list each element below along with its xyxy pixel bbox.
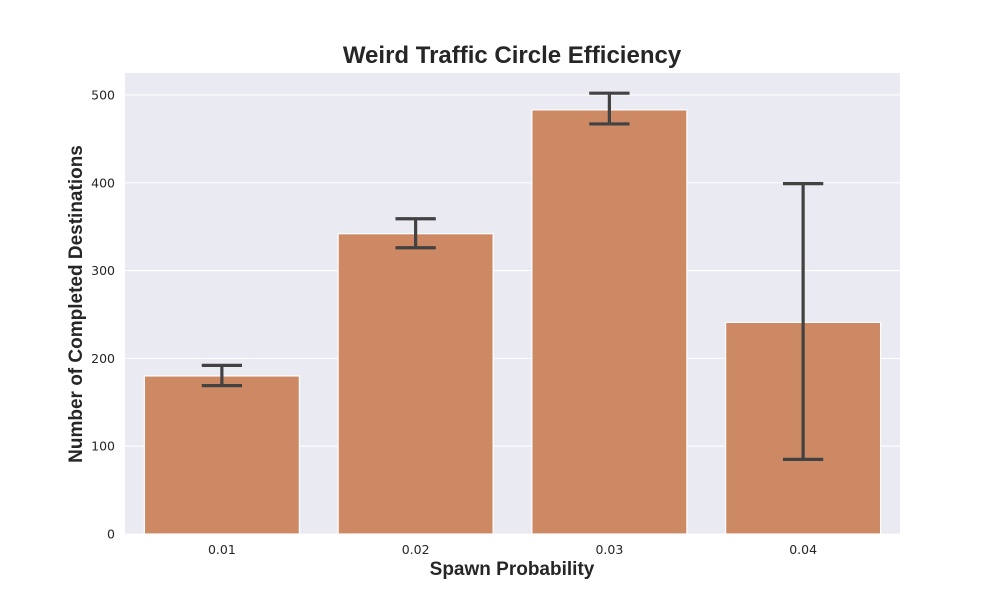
error-bars	[201, 91, 824, 461]
y-axis-label: Number of Completed Destinations	[66, 145, 87, 463]
x-tick-label: 0.01	[208, 542, 236, 557]
y-tick-label: 200	[91, 351, 115, 366]
x-tick-label: 0.03	[595, 542, 623, 557]
error-bar-0.01	[201, 363, 243, 388]
x-tick-label: 0.04	[789, 542, 817, 557]
y-tick-label: 300	[91, 263, 115, 278]
y-tick-label: 0	[107, 527, 115, 542]
y-tick-label: 500	[91, 87, 115, 102]
bar-0.01	[143, 375, 300, 535]
chart-title: Weird Traffic Circle Efficiency	[343, 42, 682, 69]
y-axis-ticks: 0 100 200 300 400 500	[91, 87, 115, 541]
y-tick-label: 100	[91, 439, 115, 454]
error-bar-0.02	[395, 217, 436, 250]
bar-0.02	[337, 233, 494, 535]
error-bar-0.03	[589, 91, 630, 126]
x-tick-label: 0.02	[402, 542, 430, 557]
x-axis-label: Spawn Probability	[430, 559, 595, 580]
error-bar-0.04	[782, 182, 824, 461]
bar-0.03	[531, 109, 688, 535]
x-axis-ticks: 0.01 0.02 0.03 0.04	[208, 542, 817, 557]
y-tick-label: 400	[91, 175, 115, 190]
